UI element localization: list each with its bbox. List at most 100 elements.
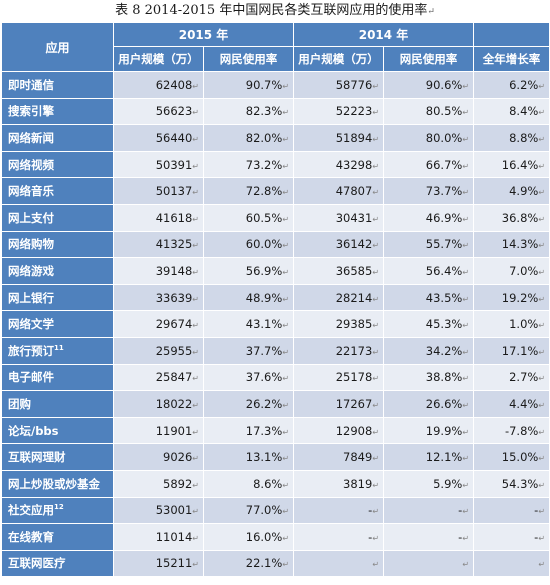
cell-growth: 16.4%↵ [473, 150, 550, 179]
app-name-text: 网络游戏 [8, 263, 54, 278]
cell-return-mark: ↵ [282, 560, 290, 570]
table-row: 网络新闻 56440↵ 82.0%↵ 51894↵ 80.0%↵ 8.8%↵ [1, 124, 550, 152]
cell-r2014: 56.4%↵ [383, 257, 475, 285]
cell-value: 36585 [335, 263, 373, 278]
cell-return-mark: ↵ [372, 321, 380, 331]
cell-value: 41618 [155, 210, 193, 225]
cell-return-mark: ↵ [192, 161, 199, 171]
cell-value: 58776 [335, 77, 373, 92]
cell-u2014: 36142↵ [293, 230, 385, 259]
cell-r2014: 12.1%↵ [383, 443, 475, 471]
header-users-2015: 用户规模（万） [113, 46, 204, 72]
row-app-name: 网络游戏 [1, 257, 114, 285]
cell-growth: -7.8%↵ [473, 416, 550, 445]
cell-r2015: 43.1%↵ [202, 310, 295, 338]
cell-return-mark: ↵ [462, 427, 470, 437]
cell-r2014: 55.7%↵ [383, 230, 475, 259]
cell-r2015: 13.1%↵ [202, 443, 295, 471]
cell-return-mark: ↵ [372, 560, 380, 570]
cell-value: 37.7% [245, 343, 283, 358]
cell-return-mark: ↵ [462, 81, 470, 91]
table-body: 即时通信 62408↵ 90.7%↵ 58776↵ 90.6%↵ 6.2%↵ 搜索引擎 566… [1, 71, 550, 578]
cell-return-mark: ↵ [538, 108, 546, 118]
app-name-text: 网络音乐 [8, 184, 54, 199]
cell-return-mark: ↵ [372, 241, 380, 251]
cell-u2015: 5892↵ [113, 469, 204, 498]
cell-r2014: 5.9%↵ [383, 469, 475, 498]
cell-r2014: 46.9%↵ [383, 203, 475, 232]
table-row: 网上炒股或炒基金 5892↵ 8.6%↵ 3819↵ 5.9%↵ 54.3%↵ [1, 469, 550, 498]
cell-r2014: 66.7%↵ [383, 150, 475, 179]
cell-return-mark: ↵ [462, 507, 470, 517]
cell-r2015: 8.6%↵ [202, 469, 295, 498]
cell-return-mark: ↵ [538, 321, 546, 331]
cell-growth: 8.4%↵ [473, 97, 550, 126]
cell-value: 11901 [155, 423, 193, 438]
cell-value: 82.3% [245, 104, 283, 119]
cell-r2015: 17.3%↵ [202, 416, 295, 445]
cell-r2015: 60.0%↵ [202, 230, 295, 259]
cell-return-mark: ↵ [192, 533, 199, 543]
cell-u2015: 29674↵ [113, 310, 204, 338]
cell-r2015: 56.9%↵ [202, 257, 295, 285]
cell-growth: ↵ [473, 549, 550, 578]
cell-value: 53001 [155, 503, 193, 518]
cell-value: 7.0% [509, 263, 539, 278]
cell-value: - [534, 529, 539, 544]
cell-return-mark: ↵ [192, 480, 199, 490]
cell-return-mark: ↵ [282, 294, 290, 304]
cell-return-mark: ↵ [538, 507, 546, 517]
cell-return-mark: ↵ [462, 241, 470, 251]
cell-value: 4.9% [509, 184, 539, 199]
cell-r2014: 80.0%↵ [383, 124, 475, 152]
app-name-text: 网络视频 [8, 157, 54, 172]
row-app-name: 网络文学 [1, 310, 114, 338]
row-app-name: 网上银行 [1, 283, 114, 312]
cell-value: 3819 [343, 476, 373, 491]
cell-r2015: 37.6%↵ [202, 363, 295, 392]
app-name-text: 网络购物 [8, 237, 54, 252]
cell-return-mark: ↵ [538, 560, 546, 570]
cell-return-mark: ↵ [538, 188, 546, 198]
table-caption: 表 8 2014-2015 年中国网民各类互联网应用的使用率↵ [0, 0, 550, 22]
cell-value: 26.6% [425, 396, 463, 411]
cell-r2015: 37.7%↵ [202, 336, 295, 365]
cell-u2014: 17267↵ [293, 390, 385, 418]
cell-return-mark: ↵ [462, 188, 470, 198]
cell-return-mark: ↵ [538, 454, 546, 464]
cell-value: 90.6% [425, 77, 463, 92]
cell-return-mark: ↵ [538, 241, 546, 251]
cell-growth: 19.2%↵ [473, 283, 550, 312]
cell-return-mark: ↵ [372, 507, 380, 517]
cell-return-mark: ↵ [372, 267, 380, 277]
cell-growth: 17.1%↵ [473, 336, 550, 365]
app-name-text: 互联网理财 [8, 450, 66, 465]
cell-value: 15.0% [501, 450, 539, 465]
cell-value: 2.7% [509, 370, 539, 385]
table-row: 即时通信 62408↵ 90.7%↵ 58776↵ 90.6%↵ 6.2%↵ [1, 71, 550, 99]
cell-value: 22.1% [245, 556, 283, 571]
header-growth: 全年增长率 [473, 46, 550, 72]
cell-u2014: 25178↵ [293, 363, 385, 392]
table-row: 论坛/bbs 11901↵ 17.3%↵ 12908↵ 19.9%↵ -7.8%↵ [1, 416, 550, 445]
cell-return-mark: ↵ [192, 321, 199, 331]
cell-return-mark: ↵ [282, 267, 290, 277]
cell-u2014: 30431↵ [293, 203, 385, 232]
cell-return-mark: ↵ [372, 374, 380, 384]
cell-return-mark: ↵ [462, 108, 470, 118]
cell-r2014: 45.3%↵ [383, 310, 475, 338]
cell-return-mark: ↵ [192, 400, 199, 410]
cell-u2015: 50137↵ [113, 177, 204, 205]
header-rate-2014: 网民使用率 [383, 46, 475, 72]
cell-return-mark: ↵ [538, 267, 546, 277]
row-app-name: 搜索引擎 [1, 97, 114, 126]
cell-return-mark: ↵ [538, 400, 546, 410]
cell-r2014: 34.2%↵ [383, 336, 475, 365]
cell-return-mark: ↵ [462, 294, 470, 304]
cell-value: 90.7% [245, 77, 283, 92]
cell-u2015: 25955↵ [113, 336, 204, 365]
cell-value: 8.6% [253, 476, 283, 491]
cell-return-mark: ↵ [192, 241, 199, 251]
cell-r2015: 77.0%↵ [202, 496, 295, 525]
cell-value: 56.9% [245, 263, 283, 278]
